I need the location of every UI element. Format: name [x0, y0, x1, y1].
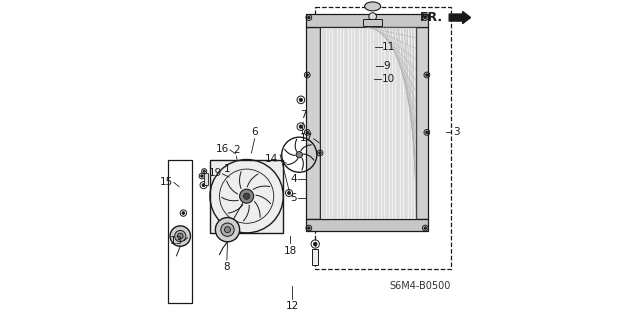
Circle shape	[299, 125, 303, 128]
Bar	[306, 27, 320, 219]
Text: 1: 1	[223, 164, 230, 174]
Text: 6: 6	[252, 127, 258, 137]
Text: FR.: FR.	[420, 11, 443, 24]
Bar	[306, 14, 428, 27]
Bar	[320, 27, 416, 219]
Text: 12: 12	[285, 301, 299, 311]
Text: 4: 4	[291, 174, 297, 184]
Bar	[312, 249, 319, 265]
Text: S6M4-B0500: S6M4-B0500	[390, 280, 451, 291]
Bar	[306, 219, 428, 231]
Circle shape	[243, 193, 250, 199]
Circle shape	[202, 184, 205, 187]
Circle shape	[424, 16, 427, 19]
Text: 9: 9	[384, 61, 390, 71]
Circle shape	[424, 227, 427, 229]
Circle shape	[369, 13, 376, 20]
Bar	[416, 27, 428, 219]
Bar	[316, 7, 451, 269]
Circle shape	[225, 226, 230, 233]
FancyArrow shape	[449, 11, 470, 24]
Circle shape	[308, 16, 310, 19]
Circle shape	[426, 131, 428, 134]
Circle shape	[319, 152, 321, 154]
Circle shape	[239, 189, 253, 203]
Text: 10: 10	[381, 74, 395, 84]
Bar	[363, 19, 382, 26]
Circle shape	[203, 170, 205, 172]
Circle shape	[177, 233, 183, 239]
Text: 8: 8	[223, 262, 230, 271]
Circle shape	[308, 227, 310, 229]
Text: 2: 2	[233, 145, 240, 155]
Text: 17: 17	[300, 133, 313, 143]
Circle shape	[299, 98, 303, 101]
Bar	[204, 174, 208, 185]
Circle shape	[314, 242, 317, 246]
Text: 7: 7	[300, 110, 307, 120]
Circle shape	[221, 223, 234, 236]
Circle shape	[201, 175, 204, 177]
Text: 18: 18	[284, 246, 297, 256]
Circle shape	[306, 131, 308, 134]
Text: 19: 19	[209, 168, 221, 178]
Text: 15: 15	[160, 177, 173, 188]
Bar	[168, 160, 193, 303]
Circle shape	[175, 230, 186, 242]
Circle shape	[296, 152, 303, 158]
Circle shape	[287, 191, 291, 195]
Text: 5: 5	[291, 193, 297, 203]
Text: 11: 11	[382, 42, 396, 52]
Text: 14: 14	[265, 154, 278, 165]
Circle shape	[182, 212, 185, 214]
Circle shape	[426, 74, 428, 76]
Bar	[210, 160, 284, 233]
Circle shape	[306, 74, 308, 76]
Text: 13: 13	[170, 236, 184, 246]
Circle shape	[216, 218, 239, 242]
Bar	[219, 221, 236, 238]
Text: 16: 16	[216, 144, 229, 154]
Ellipse shape	[365, 2, 381, 11]
Circle shape	[170, 226, 191, 246]
Text: 3: 3	[452, 127, 460, 137]
